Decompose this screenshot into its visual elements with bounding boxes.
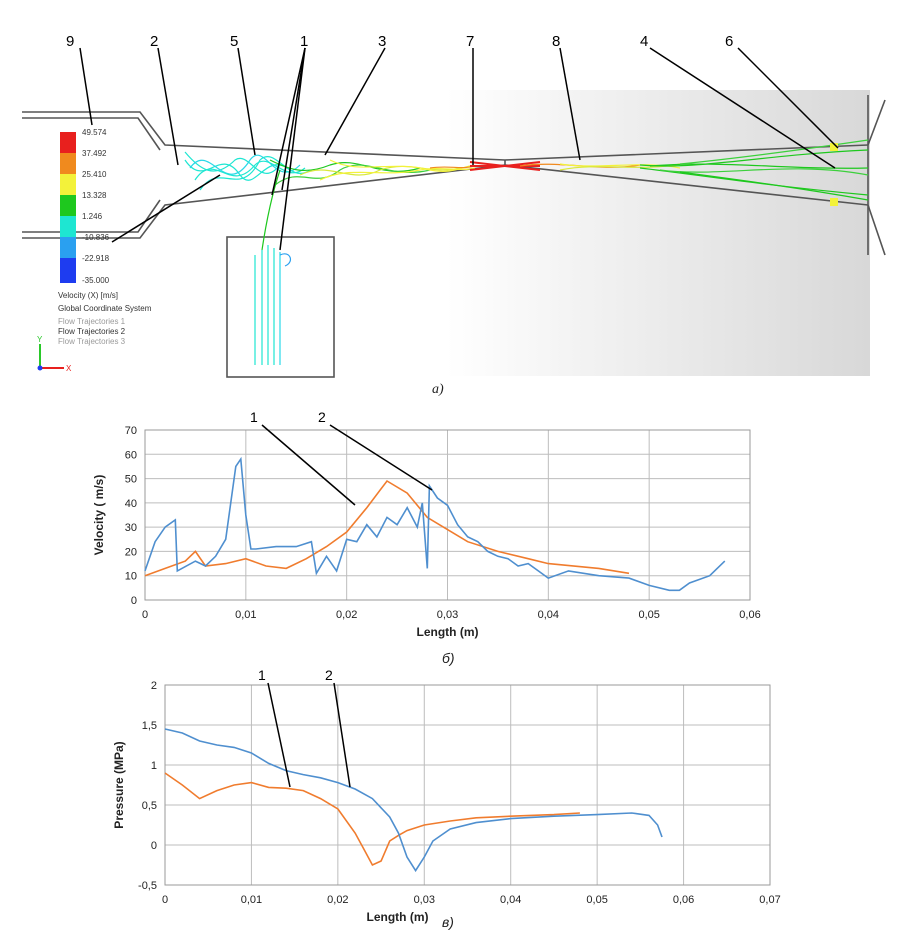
callout-label: 7: [466, 33, 474, 50]
callout-label: 5: [230, 33, 238, 50]
plot-area-border: [164, 684, 771, 886]
simulation-background-gradient: [22, 90, 870, 376]
x-tick-label: 0,06: [739, 609, 760, 621]
legend-value: 25.410: [82, 170, 107, 179]
series-line-2: [144, 456, 726, 592]
callout-label: 8: [552, 33, 560, 50]
callout-label: 1: [300, 33, 308, 50]
legend-value: 1.246: [82, 212, 103, 221]
x-tick-label: 0,03: [414, 894, 435, 906]
legend-trajectory: Flow Trajectories 1: [58, 317, 126, 326]
triad-x-label: X: [66, 364, 72, 373]
x-tick-label: 0: [162, 894, 168, 906]
legend-swatch: [60, 216, 76, 237]
y-tick-label: 1,5: [142, 720, 157, 732]
legend-trajectory: Flow Trajectories 3: [58, 337, 126, 346]
triad-y-label: Y: [37, 335, 43, 344]
legend-quantity: Velocity (X) [m/s]: [58, 291, 118, 300]
y-axis-label: Pressure (MPa): [112, 741, 126, 828]
y-tick-label: 20: [125, 546, 137, 558]
callout-leader: [329, 424, 433, 491]
x-tick-label: 0: [142, 609, 148, 621]
x-axis-label: Length (m): [367, 910, 429, 924]
x-tick-label: 0,04: [538, 609, 559, 621]
callout-leader: [267, 682, 291, 788]
legend-swatch: [60, 195, 76, 216]
y-tick-label: 50: [125, 474, 137, 486]
legend-swatch: [60, 153, 76, 174]
legend-swatch: [60, 174, 76, 195]
series-line-2: [164, 728, 663, 873]
y-tick-label: 60: [125, 449, 137, 461]
legend-trajectory: Flow Trajectories 2: [58, 327, 126, 336]
x-tick-label: 0,07: [759, 894, 780, 906]
y-tick-label: 70: [125, 425, 137, 437]
plot-area-border: [144, 429, 751, 601]
callout-label: 4: [640, 33, 648, 50]
callout-label: 3: [378, 33, 386, 50]
callout-label: 6: [725, 33, 733, 50]
y-tick-label: 10: [125, 571, 137, 583]
callout-label: 2: [325, 667, 333, 683]
series-line-1: [144, 479, 630, 577]
x-tick-label: 0,05: [586, 894, 607, 906]
y-tick-label: 0: [151, 840, 157, 852]
figure-a-caption: a): [432, 382, 444, 397]
callout-label: 1: [250, 409, 258, 425]
y-tick-label: 2: [151, 680, 157, 692]
callout-leaders: [79, 47, 839, 251]
x-tick-label: 0,06: [673, 894, 694, 906]
velocity-chart: 0 0,01 0,02 0,03 0,04 0,05 0,06 0 10 20 30 40 50 60 70…: [92, 409, 761, 666]
legend-value: 13.328: [82, 191, 107, 200]
x-tick-label: 0,02: [327, 894, 348, 906]
flow-simulation-figure: 49.574 37.492 25.410 13.328 1.246 -10.83…: [22, 33, 886, 378]
y-tick-label: -0,5: [138, 880, 157, 892]
y-tick-label: 40: [125, 498, 137, 510]
axis-triad: Y X: [37, 335, 72, 373]
x-tick-label: 0,05: [638, 609, 659, 621]
y-tick-label: 0: [131, 595, 137, 607]
legend-coordinate-system: Global Coordinate System: [58, 304, 152, 313]
legend-swatch: [60, 237, 76, 258]
callout-label: 2: [318, 409, 326, 425]
y-tick-label: 1: [151, 760, 157, 772]
legend-value: -10.836: [82, 233, 110, 242]
legend-value: -22.918: [82, 254, 110, 263]
chart-caption: в): [442, 914, 454, 930]
callout-label: 9: [66, 33, 74, 50]
y-axis-label: Velocity ( m/s): [92, 475, 106, 556]
x-tick-label: 0,01: [235, 609, 256, 621]
x-tick-label: 0,03: [437, 609, 458, 621]
legend-value: 49.574: [82, 128, 107, 137]
series-line-1: [164, 772, 580, 867]
triad-origin: [37, 365, 43, 371]
x-tick-label: 0,02: [336, 609, 357, 621]
color-legend: 49.574 37.492 25.410 13.328 1.246 -10.83…: [58, 128, 152, 346]
nozzle-outline: [22, 95, 886, 378]
x-tick-label: 0,01: [241, 894, 262, 906]
pressure-chart: 0 0,01 0,02 0,03 0,04 0,05 0,06 0,07 -0,5 0 0,5 1 1,…: [112, 667, 781, 930]
legend-swatch: [60, 258, 76, 283]
y-tick-label: 0,5: [142, 800, 157, 812]
y-tick-label: 30: [125, 522, 137, 534]
callout-label: 1: [258, 667, 266, 683]
chart-caption: б): [442, 650, 455, 666]
x-axis-label: Length (m): [417, 625, 479, 639]
callout-leader: [261, 424, 356, 506]
flow-trajectories: [184, 139, 869, 365]
callout-leader: [333, 682, 351, 788]
callout-label: 2: [150, 33, 158, 50]
legend-value: -35.000: [82, 276, 110, 285]
x-tick-label: 0,04: [500, 894, 521, 906]
legend-value: 37.492: [82, 149, 107, 158]
legend-swatch: [60, 132, 76, 153]
